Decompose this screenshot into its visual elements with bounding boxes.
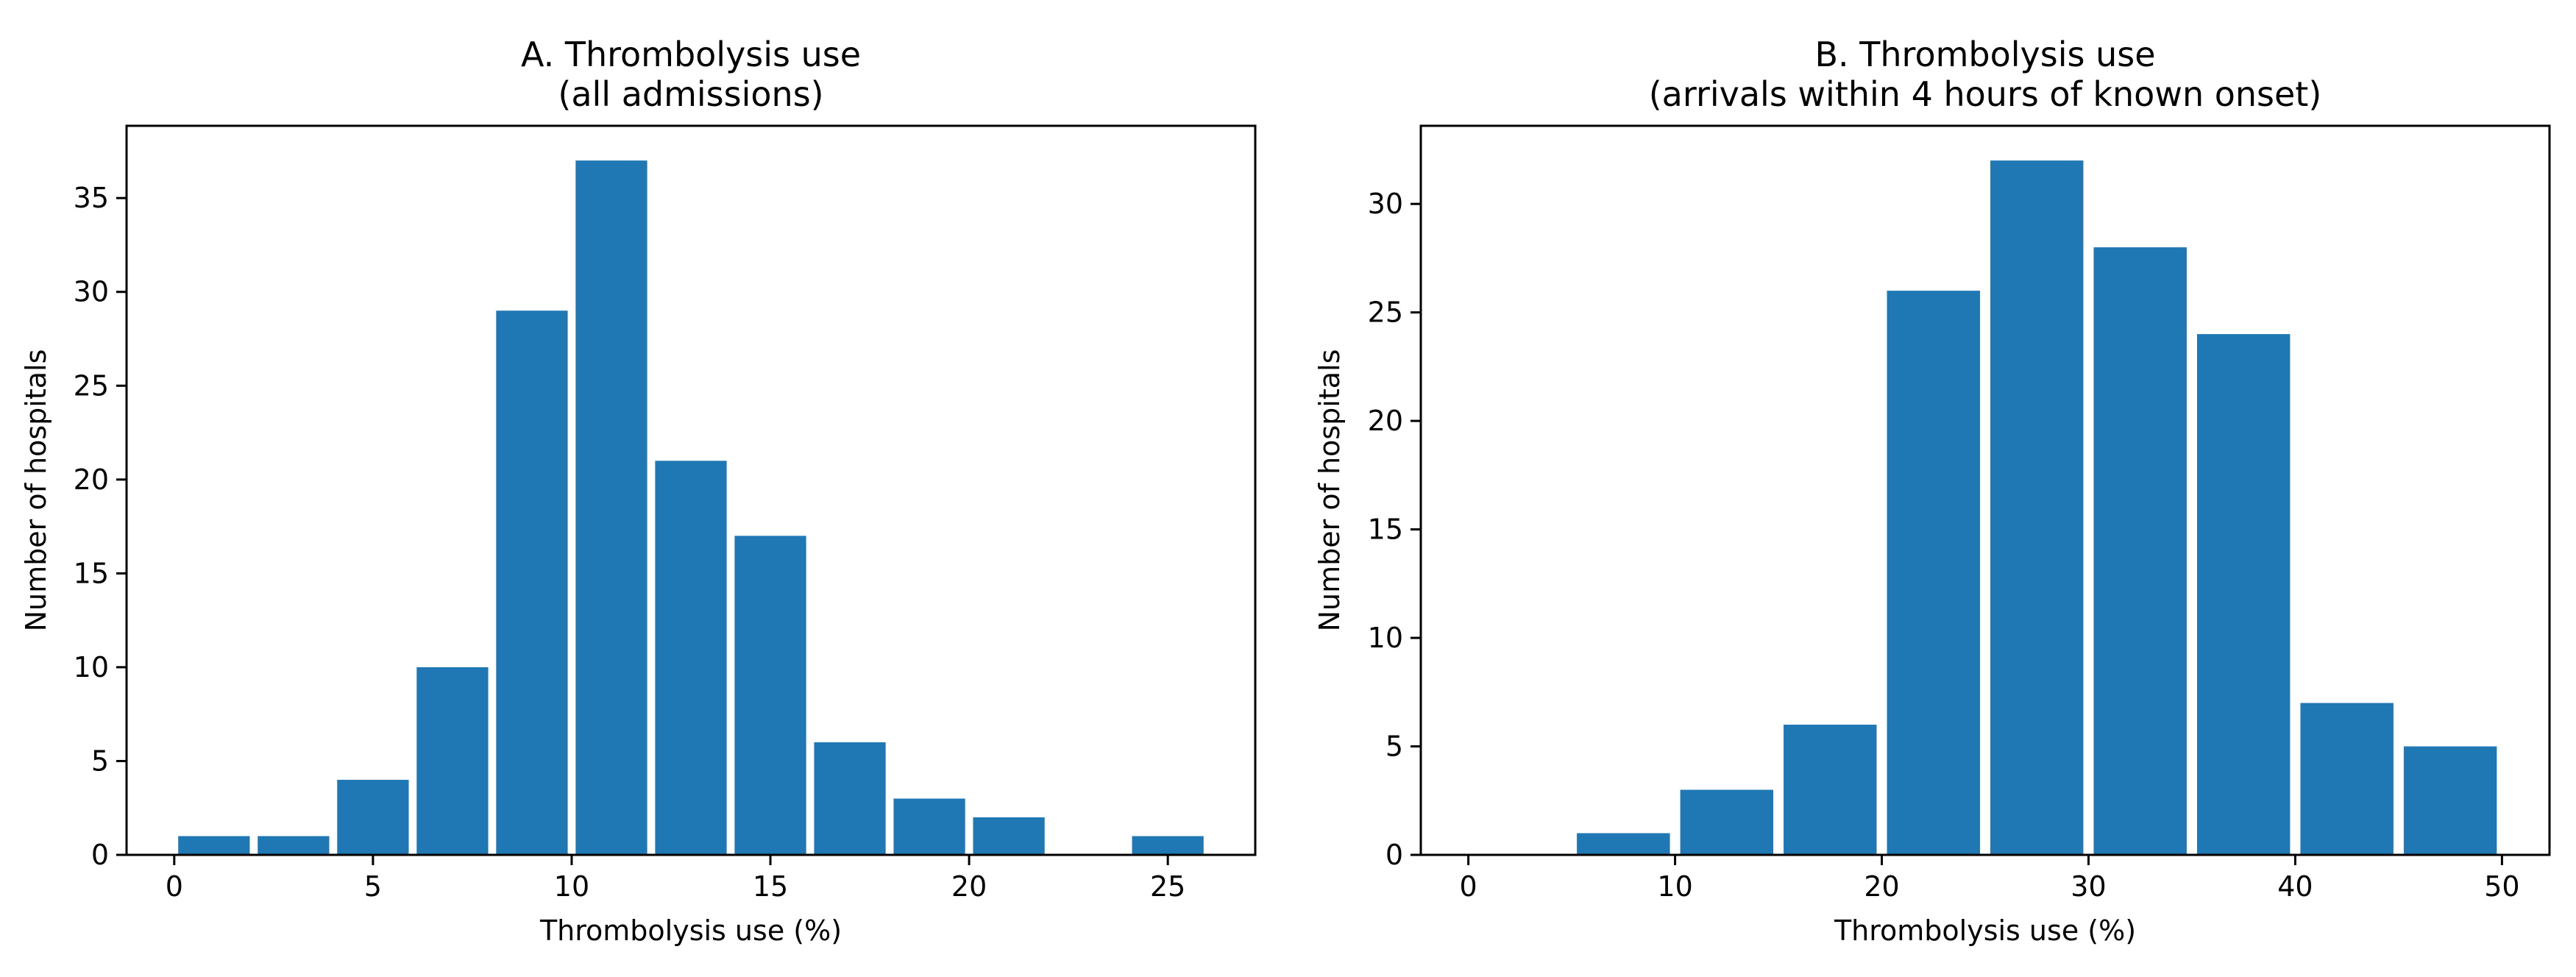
y-axis-label: Number of hospitals (1313, 349, 1346, 632)
y-tick-label: 25 (74, 369, 109, 402)
y-tick-label: 35 (74, 182, 109, 214)
histogram-bar (655, 461, 727, 855)
histogram-bar (1577, 833, 1670, 855)
histogram-bar (2196, 334, 2291, 856)
y-tick-label: 30 (74, 276, 109, 308)
histogram-bar (734, 536, 806, 855)
x-tick-label: 10 (554, 870, 589, 903)
x-tick-label: 0 (1460, 870, 1477, 903)
x-tick-label: 0 (166, 870, 183, 903)
y-tick-label: 20 (1368, 405, 1403, 437)
y-tick-label: 15 (1368, 514, 1403, 546)
histogram-bar (1132, 836, 1204, 855)
x-tick-label: 10 (1657, 870, 1692, 903)
y-tick-label: 5 (1385, 731, 1403, 763)
histogram-bar (1990, 160, 2084, 855)
chart-title: A. Thrombolysis use (521, 35, 861, 74)
x-tick-label: 20 (951, 870, 987, 903)
y-tick-label: 25 (1368, 296, 1403, 329)
x-axis-label: Thrombolysis use (%) (1834, 914, 2136, 947)
histogram-bar (1680, 789, 1774, 855)
panel-a: 0 5 10 15 20 25 0 5 10 15 20 25 30 35 A. Thrombolysis … (20, 35, 1257, 947)
histogram-bar (893, 798, 965, 855)
chart-title: B. Thrombolysis use (1814, 35, 2155, 74)
histogram-bar (2300, 703, 2394, 855)
histogram-bar (575, 160, 647, 855)
x-tick-label: 50 (2484, 870, 2519, 903)
histogram-bar (496, 310, 568, 855)
y-tick-label: 0 (91, 839, 109, 871)
x-tick-label: 5 (364, 870, 382, 903)
histogram-bar (416, 667, 489, 855)
y-tick-label: 20 (74, 463, 109, 496)
plot-frame (125, 124, 1257, 856)
y-tick-label: 10 (74, 651, 109, 683)
histogram-bar (337, 779, 409, 855)
x-tick-label: 20 (1864, 870, 1899, 903)
histogram-bar (258, 836, 330, 855)
chart-subtitle: (all admissions) (558, 74, 823, 114)
plot-frame (1419, 124, 2551, 856)
x-tick-label: 30 (2071, 870, 2106, 903)
histogram-bar (2403, 746, 2497, 855)
histogram-bar (814, 742, 886, 855)
histogram-bar (973, 817, 1045, 855)
x-tick-label: 40 (2277, 870, 2313, 903)
histogram-bar (1784, 725, 1877, 855)
y-axis-label: Number of hospitals (20, 349, 52, 632)
histogram-bar (2093, 247, 2187, 856)
x-tick-label: 15 (753, 870, 788, 903)
chart-subtitle: (arrivals within 4 hours of known onset) (1649, 74, 2322, 114)
x-axis-label: Thrombolysis use (%) (539, 914, 842, 947)
x-tick-label: 25 (1150, 870, 1185, 903)
y-tick-label: 0 (1385, 839, 1403, 871)
y-tick-label: 5 (91, 745, 109, 777)
y-tick-label: 30 (1368, 188, 1403, 220)
histogram-bar (1887, 291, 1980, 855)
y-tick-label: 15 (74, 557, 109, 589)
y-tick-label: 10 (1368, 622, 1403, 654)
histogram-bar (178, 836, 250, 855)
panel-b: 0 10 20 30 40 50 0 5 10 15 20 25 30 B. Thrombolysis u… (1313, 35, 2551, 947)
